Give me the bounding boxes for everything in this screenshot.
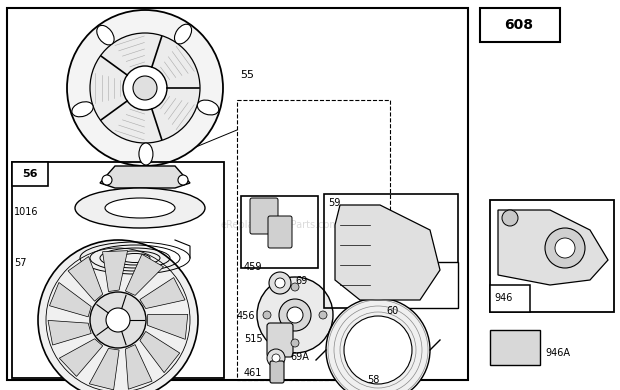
Polygon shape (102, 251, 128, 292)
Circle shape (123, 66, 167, 110)
FancyBboxPatch shape (270, 361, 284, 383)
Bar (480, 8, 560, 42)
FancyBboxPatch shape (250, 198, 278, 234)
Text: 56: 56 (22, 169, 38, 179)
Polygon shape (335, 205, 440, 300)
FancyBboxPatch shape (267, 323, 293, 357)
Polygon shape (498, 210, 608, 285)
Bar (241, 196, 318, 268)
Circle shape (257, 277, 333, 353)
Polygon shape (140, 332, 180, 372)
Ellipse shape (139, 143, 153, 165)
Polygon shape (68, 257, 103, 301)
Text: 946A: 946A (545, 348, 570, 358)
Polygon shape (125, 345, 152, 389)
Ellipse shape (174, 24, 192, 44)
Circle shape (102, 175, 112, 185)
Bar (490, 200, 614, 312)
Bar (324, 194, 458, 308)
Polygon shape (140, 278, 185, 308)
Circle shape (90, 292, 146, 348)
Circle shape (319, 311, 327, 319)
Circle shape (326, 298, 430, 390)
Circle shape (133, 76, 157, 100)
Text: 55: 55 (240, 70, 254, 80)
Circle shape (287, 307, 303, 323)
FancyBboxPatch shape (268, 216, 292, 248)
Text: 57: 57 (14, 258, 27, 268)
Ellipse shape (72, 102, 93, 117)
Circle shape (269, 272, 291, 294)
Bar (490, 330, 540, 365)
Circle shape (275, 278, 285, 288)
Text: 69: 69 (295, 276, 308, 286)
Bar (490, 285, 530, 312)
Circle shape (344, 316, 412, 384)
Polygon shape (148, 314, 188, 339)
Circle shape (272, 354, 280, 362)
Circle shape (106, 308, 130, 332)
Circle shape (90, 33, 200, 143)
Bar (237, 100, 390, 380)
Ellipse shape (105, 198, 175, 218)
Text: 515: 515 (244, 334, 263, 344)
Ellipse shape (75, 188, 205, 228)
Ellipse shape (97, 25, 114, 45)
Text: 608: 608 (505, 18, 533, 32)
Polygon shape (89, 348, 119, 390)
Bar (12, 162, 224, 378)
Circle shape (267, 349, 285, 367)
Circle shape (545, 228, 585, 268)
Polygon shape (48, 321, 91, 345)
Ellipse shape (197, 100, 219, 115)
Text: 946: 946 (494, 293, 512, 303)
Circle shape (555, 238, 575, 258)
Circle shape (279, 299, 311, 331)
Text: 69A: 69A (290, 352, 309, 362)
Polygon shape (50, 282, 91, 317)
Circle shape (502, 210, 518, 226)
Text: 60: 60 (386, 306, 398, 316)
Text: 1016: 1016 (14, 207, 38, 217)
Text: eReplacementParts.com: eReplacementParts.com (221, 220, 339, 230)
Text: 59: 59 (328, 198, 340, 208)
Circle shape (291, 339, 299, 347)
Polygon shape (100, 166, 190, 188)
Text: 58: 58 (367, 375, 379, 385)
Bar (7, 8, 468, 380)
Circle shape (291, 283, 299, 291)
Text: 461: 461 (244, 368, 262, 378)
Text: 459: 459 (244, 262, 262, 272)
Polygon shape (125, 254, 164, 295)
Circle shape (178, 175, 188, 185)
Bar (12, 162, 48, 186)
Circle shape (67, 10, 223, 166)
Text: 456: 456 (237, 311, 255, 321)
Polygon shape (60, 339, 103, 376)
Circle shape (263, 311, 271, 319)
Bar (384, 262, 458, 308)
Circle shape (38, 240, 198, 390)
